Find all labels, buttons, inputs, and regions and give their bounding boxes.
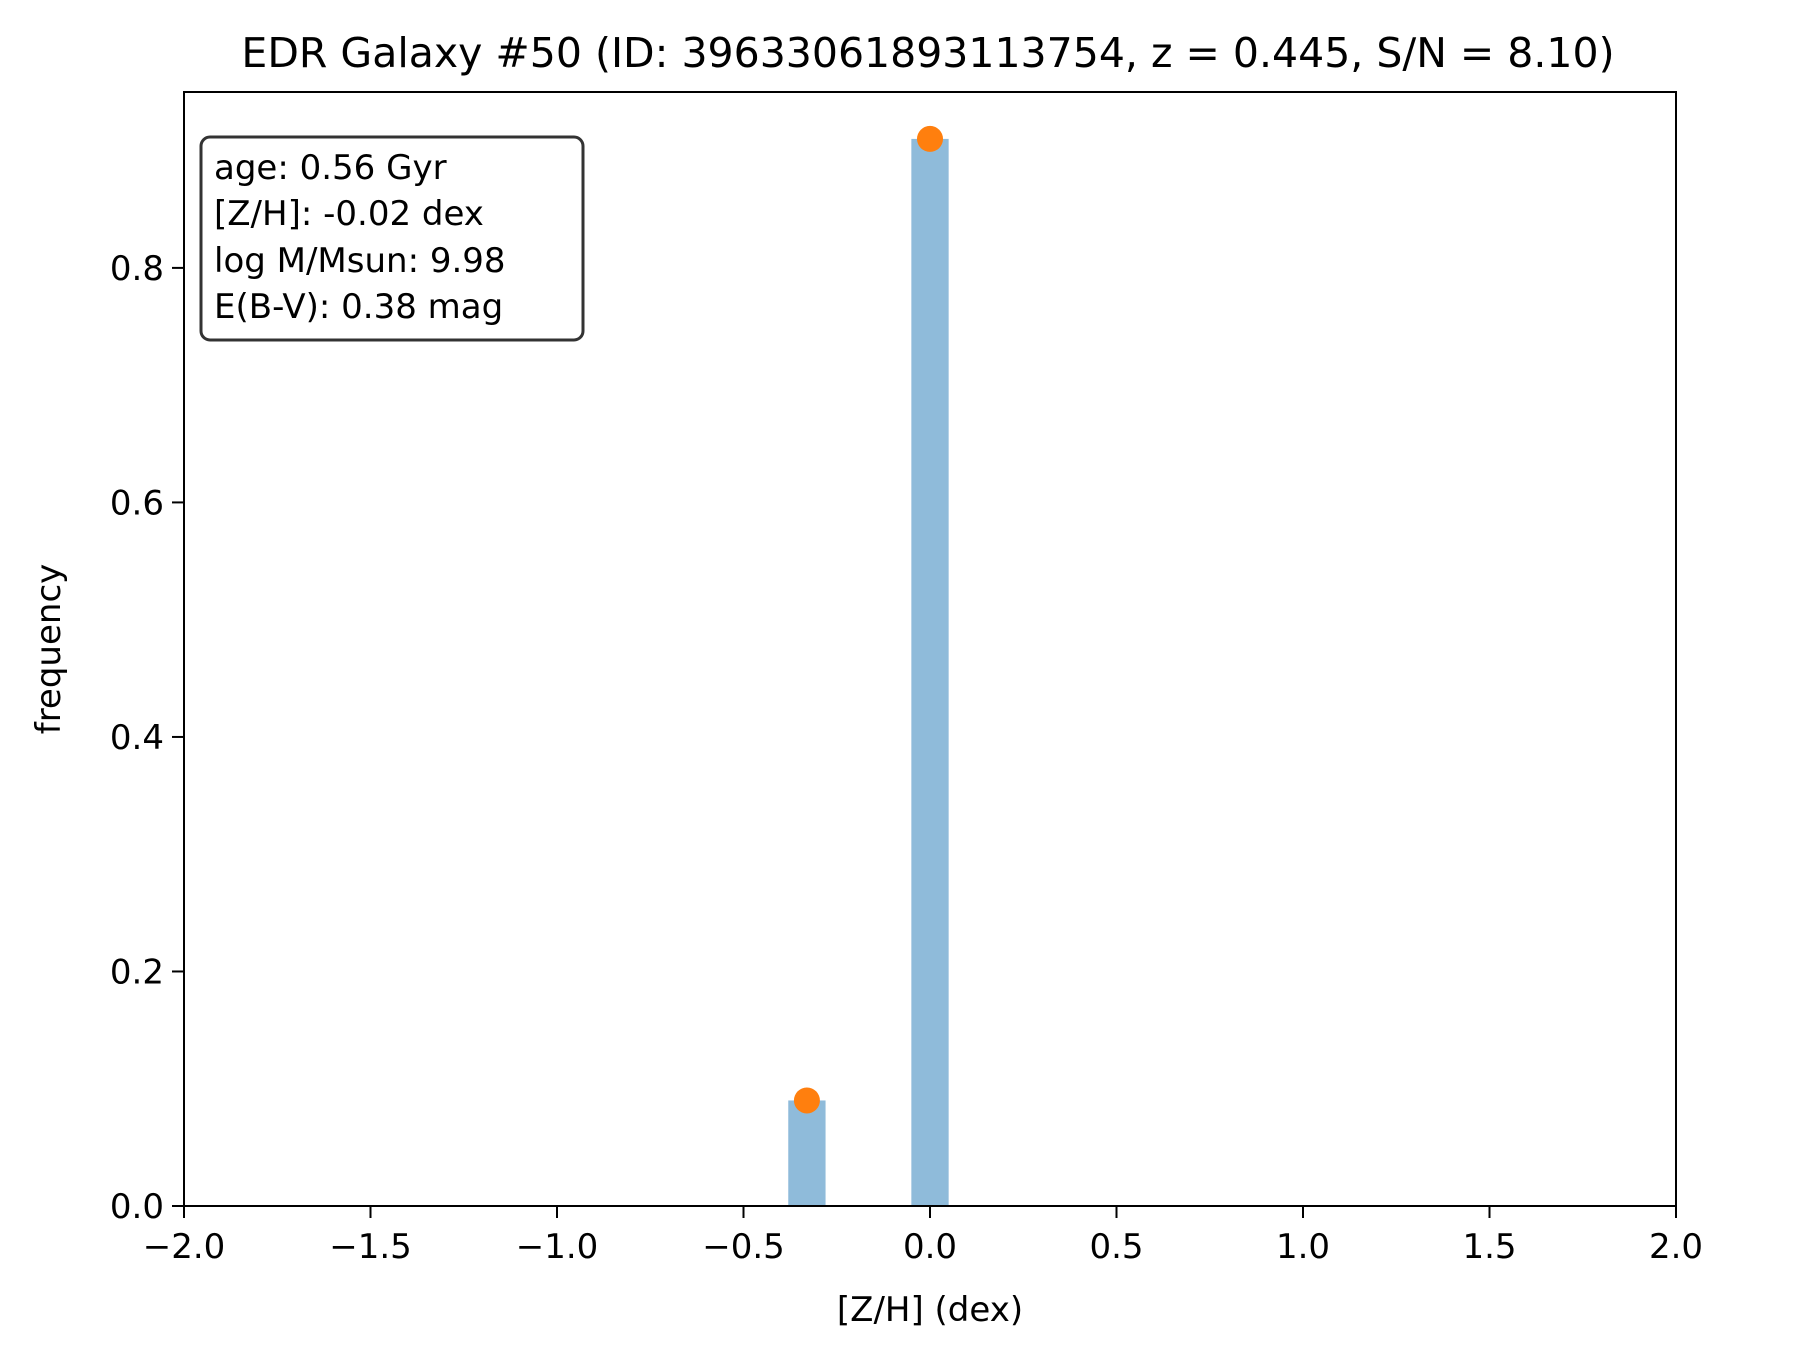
chart-title: EDR Galaxy #50 (ID: 39633061893113754, z… (241, 29, 1614, 77)
x-axis-label: [Z/H] (dex) (837, 1290, 1023, 1330)
x-tick-label-0: −2.0 (143, 1227, 226, 1267)
data-point-0 (793, 1087, 820, 1114)
info-age: age: 0.56 Gyr (214, 148, 447, 188)
points-layer (793, 125, 943, 1114)
x-tick-label-5: 0.5 (1089, 1227, 1143, 1267)
x-axis-ticks: −2.0 −1.5 −1.0 −0.5 0.0 0.5 1.0 1.5 2.0 (143, 1206, 1703, 1267)
x-tick-label-7: 1.5 (1462, 1227, 1516, 1267)
info-metallicity: [Z/H]: -0.02 dex (214, 194, 484, 234)
info-box: age: 0.56 Gyr [Z/H]: -0.02 dex log M/Msu… (199, 135, 585, 342)
x-tick-label-4: 0.0 (903, 1227, 957, 1267)
histogram-bar-0 (788, 1100, 826, 1206)
info-extinction: E(B-V): 0.38 mag (214, 287, 503, 327)
x-tick-label-2: −1.0 (516, 1227, 599, 1267)
data-point-1 (917, 125, 943, 152)
x-tick-label-3: −0.5 (702, 1227, 785, 1267)
y-tick-label-2: 0.4 (110, 718, 164, 758)
y-tick-label-4: 0.8 (110, 249, 164, 289)
x-tick-label-8: 2.0 (1649, 1227, 1703, 1267)
x-tick-label-6: 1.0 (1276, 1227, 1330, 1267)
bars-layer (788, 138, 949, 1206)
y-axis-label: frequency (29, 564, 69, 735)
info-stellar-mass: log M/Msun: 9.98 (214, 241, 506, 281)
x-tick-label-1: −1.5 (329, 1227, 412, 1267)
y-axis-ticks: 0.0 0.2 0.4 0.6 0.8 (110, 249, 184, 1227)
y-tick-label-0: 0.0 (110, 1187, 164, 1227)
histogram-bar-1 (911, 138, 949, 1206)
info-box-frame (199, 135, 585, 342)
y-tick-label-1: 0.2 (110, 952, 164, 992)
y-tick-label-3: 0.6 (110, 483, 164, 523)
